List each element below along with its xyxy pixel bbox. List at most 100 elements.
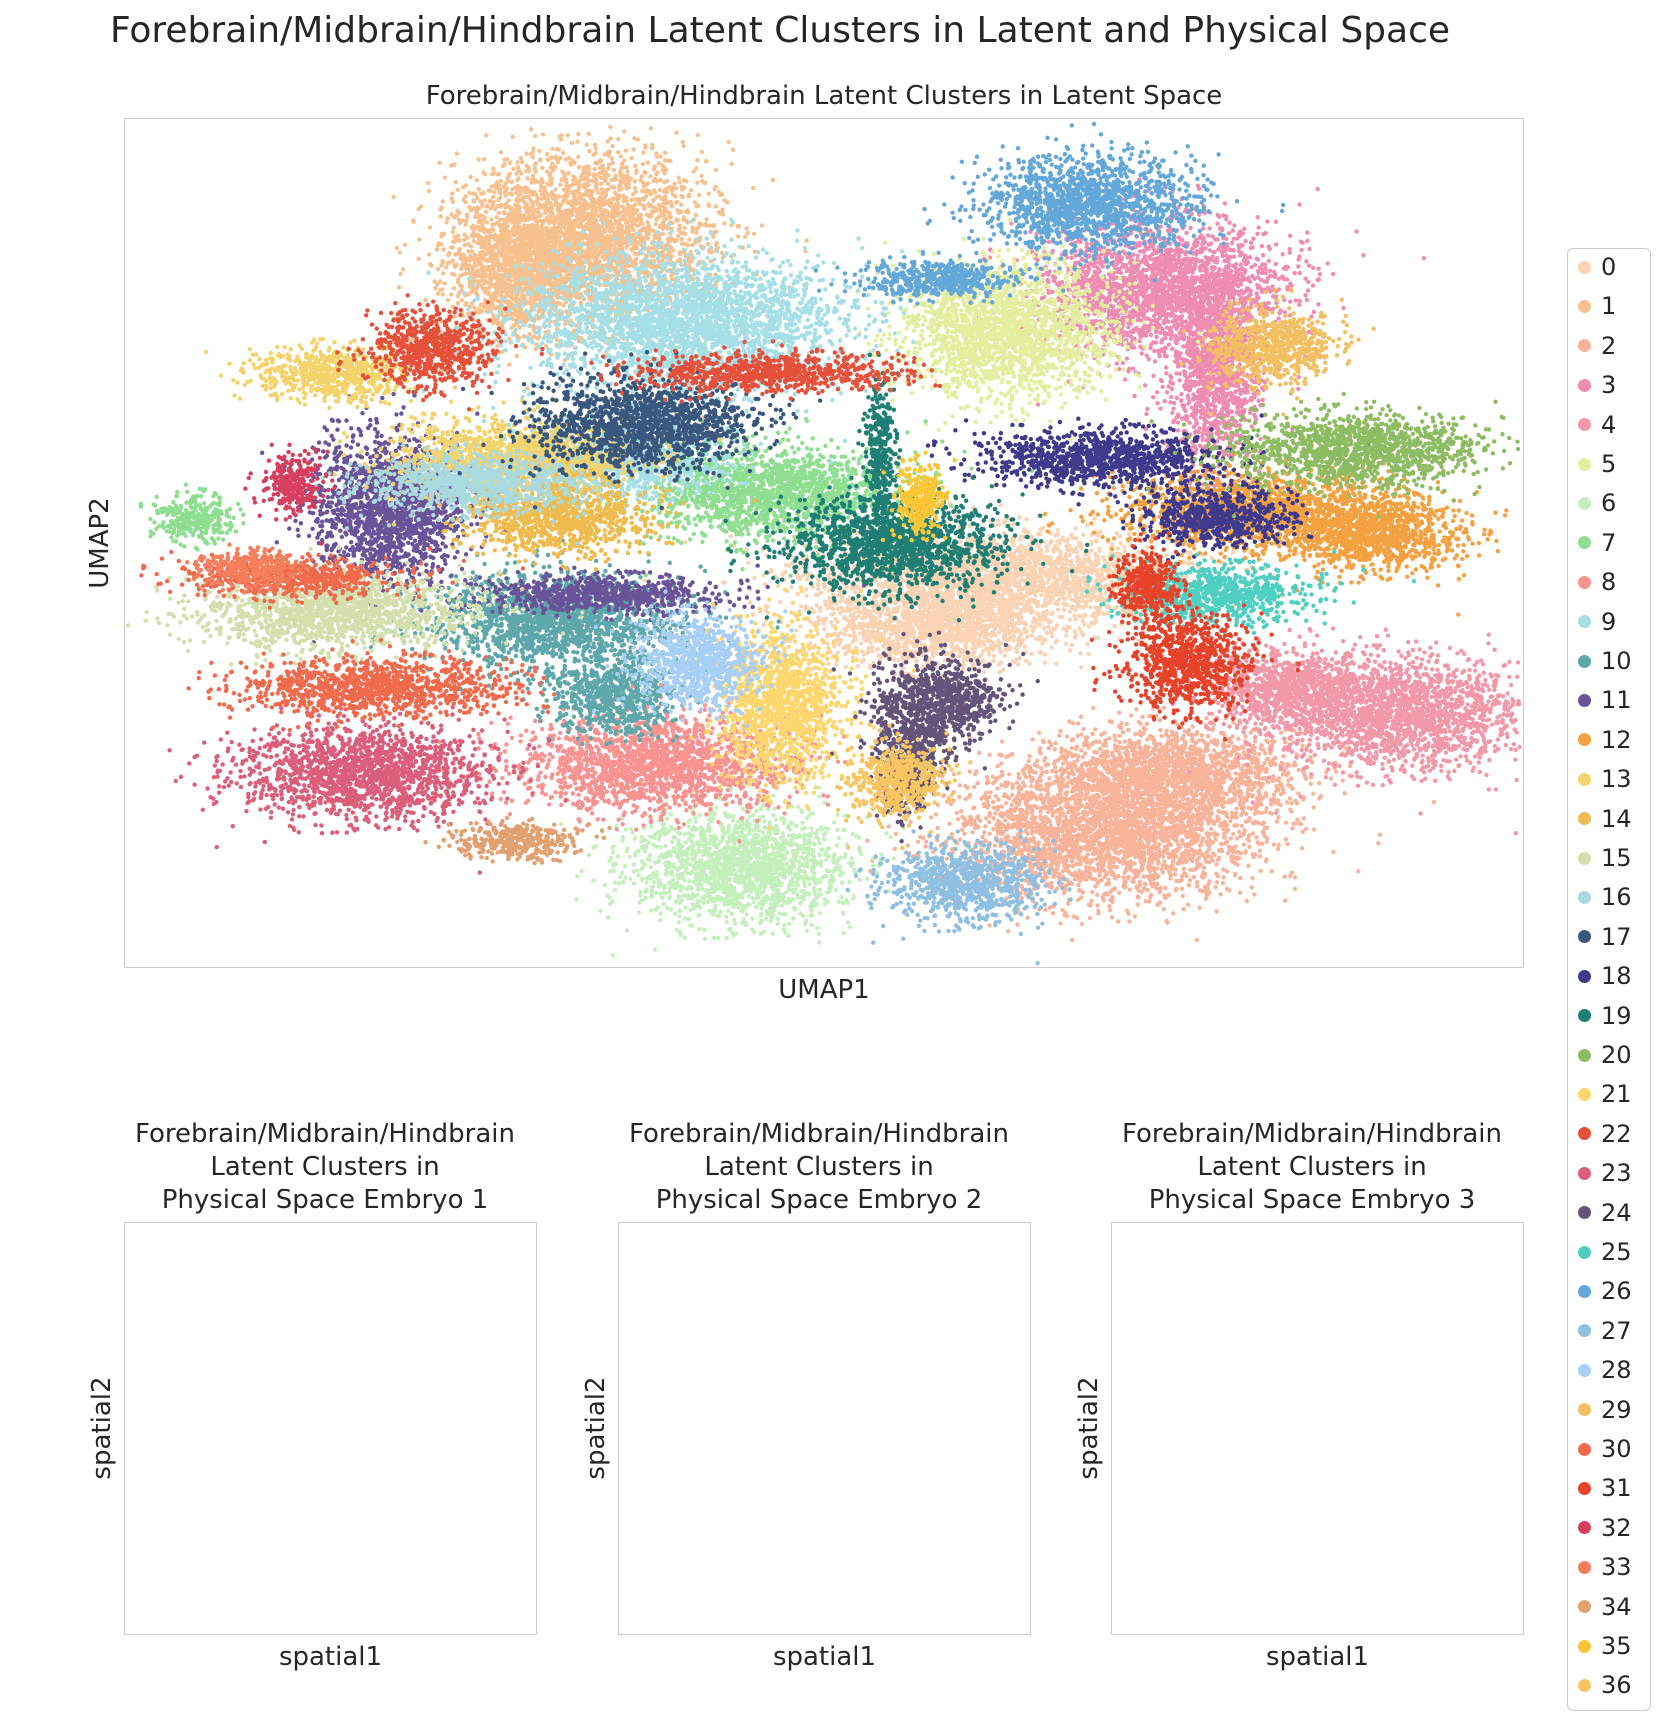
cluster-point bbox=[1049, 566, 1053, 570]
cluster-point bbox=[946, 633, 950, 637]
cluster-point bbox=[929, 586, 933, 590]
cluster-point bbox=[1003, 653, 1007, 657]
cluster-point bbox=[1036, 532, 1040, 536]
cluster-point bbox=[1081, 575, 1085, 579]
cluster-point bbox=[1049, 539, 1053, 543]
cluster-point bbox=[1122, 545, 1126, 549]
cluster-point bbox=[950, 637, 954, 641]
cluster-point bbox=[868, 664, 872, 668]
cluster-point bbox=[935, 622, 939, 626]
cluster-point bbox=[845, 609, 849, 613]
cluster-point bbox=[952, 610, 956, 614]
cluster-point bbox=[868, 641, 872, 645]
cluster-point bbox=[781, 572, 785, 576]
cluster-point bbox=[1056, 608, 1060, 612]
cluster-point bbox=[992, 604, 996, 608]
cluster-point bbox=[436, 267, 440, 271]
cluster-point bbox=[1082, 561, 1086, 565]
cluster-point bbox=[941, 608, 945, 612]
cluster-point bbox=[1056, 528, 1060, 532]
cluster-point bbox=[515, 354, 519, 358]
cluster-point bbox=[1092, 621, 1096, 625]
cluster-point bbox=[983, 601, 987, 605]
cluster-point bbox=[1024, 517, 1028, 521]
cluster-point bbox=[998, 647, 1002, 651]
cluster-point bbox=[1071, 563, 1075, 567]
cluster-point bbox=[896, 640, 900, 644]
cluster-point bbox=[1085, 642, 1089, 646]
cluster-point bbox=[896, 658, 900, 662]
cluster-point bbox=[991, 624, 995, 628]
cluster-point bbox=[469, 175, 473, 179]
cluster-point bbox=[827, 589, 831, 593]
cluster-point bbox=[891, 609, 895, 613]
cluster-point bbox=[577, 165, 581, 169]
cluster-point bbox=[1028, 551, 1032, 555]
cluster-point bbox=[789, 585, 793, 589]
cluster-point bbox=[863, 622, 867, 626]
cluster-point bbox=[984, 647, 988, 651]
cluster-point bbox=[1106, 611, 1110, 615]
cluster-point bbox=[1044, 604, 1048, 608]
cluster-point bbox=[904, 642, 908, 646]
cluster-point bbox=[892, 657, 896, 661]
cluster-point bbox=[894, 632, 898, 636]
cluster-point bbox=[997, 631, 1001, 635]
cluster-point bbox=[1002, 521, 1006, 525]
cluster-point bbox=[456, 301, 460, 305]
cluster-point bbox=[825, 632, 829, 636]
cluster-point bbox=[1106, 604, 1110, 608]
cluster-point bbox=[1061, 590, 1065, 594]
cluster-point bbox=[900, 656, 904, 660]
cluster-point bbox=[1029, 634, 1033, 638]
cluster-point bbox=[901, 616, 905, 620]
cluster-point bbox=[816, 581, 820, 585]
cluster-point bbox=[1085, 567, 1089, 571]
cluster-point bbox=[1038, 622, 1042, 626]
cluster-point bbox=[944, 604, 948, 608]
cluster-point bbox=[966, 603, 970, 607]
cluster-point bbox=[746, 561, 750, 565]
cluster-point bbox=[1004, 576, 1008, 580]
cluster-point bbox=[823, 585, 827, 589]
cluster-point bbox=[680, 237, 684, 241]
cluster-point bbox=[889, 632, 893, 636]
cluster-point bbox=[870, 649, 874, 653]
cluster-point bbox=[796, 592, 800, 596]
cluster-point bbox=[988, 639, 992, 643]
cluster-point bbox=[1001, 667, 1005, 671]
cluster-point bbox=[1033, 617, 1037, 621]
cluster-point bbox=[991, 659, 995, 663]
cluster-point bbox=[748, 600, 752, 604]
cluster-point bbox=[1069, 559, 1073, 563]
cluster-point bbox=[576, 155, 580, 159]
cluster-point bbox=[804, 594, 808, 598]
cluster-point bbox=[1016, 601, 1020, 605]
cluster-point bbox=[868, 613, 872, 617]
cluster-point bbox=[810, 607, 814, 611]
cluster-point bbox=[1081, 633, 1085, 637]
cluster-point bbox=[984, 583, 988, 587]
cluster-point bbox=[854, 626, 858, 630]
cluster-point bbox=[1105, 583, 1109, 587]
cluster-point bbox=[633, 179, 637, 183]
cluster-point bbox=[957, 652, 961, 656]
cluster-point bbox=[1102, 612, 1106, 616]
cluster-point bbox=[1020, 562, 1024, 566]
cluster-point bbox=[1008, 622, 1012, 626]
cluster-point bbox=[1033, 562, 1037, 566]
cluster-point bbox=[1073, 635, 1077, 639]
cluster-point bbox=[1012, 562, 1016, 566]
cluster-point bbox=[1061, 627, 1065, 631]
cluster-point bbox=[978, 612, 982, 616]
cluster-point bbox=[596, 191, 600, 195]
cluster-point bbox=[689, 188, 693, 192]
cluster-point bbox=[1017, 588, 1021, 592]
cluster-point bbox=[973, 629, 977, 633]
cluster-point bbox=[1094, 553, 1098, 557]
figure-title: Forebrain/Midbrain/Hindbrain Latent Clus… bbox=[0, 10, 1560, 51]
cluster-point bbox=[1035, 544, 1039, 548]
cluster-point bbox=[964, 645, 968, 649]
cluster-point bbox=[1072, 614, 1076, 618]
cluster-point bbox=[1036, 557, 1040, 561]
